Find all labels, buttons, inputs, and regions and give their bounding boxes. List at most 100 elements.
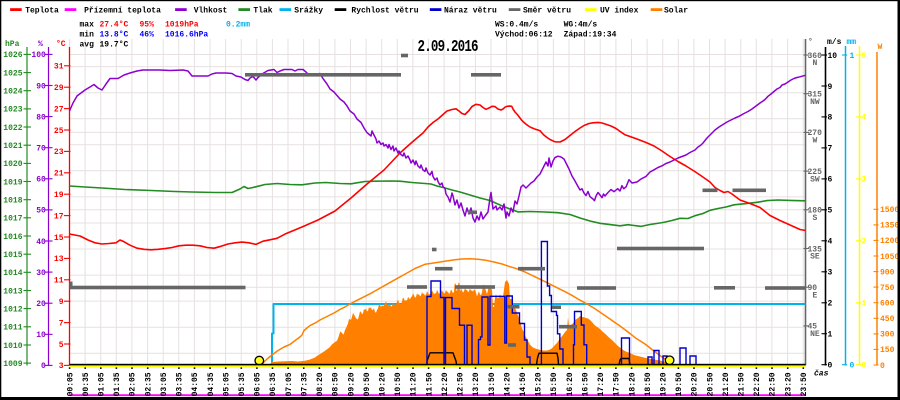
svg-text:1010: 1010 (3, 342, 22, 351)
svg-text:0: 0 (850, 362, 855, 371)
svg-text:max: max (80, 21, 95, 30)
svg-text:0: 0 (828, 362, 833, 371)
svg-text:29: 29 (54, 84, 64, 93)
svg-text:06:35: 06:35 (269, 372, 278, 396)
svg-text:19:20: 19:20 (660, 372, 669, 396)
svg-text:90: 90 (36, 82, 46, 91)
svg-text:3: 3 (862, 176, 867, 185)
svg-text:5: 5 (59, 341, 64, 350)
svg-text:19:50: 19:50 (675, 372, 684, 396)
svg-text:27: 27 (54, 105, 64, 114)
svg-text:N: N (813, 59, 818, 68)
svg-text:16:20: 16:20 (566, 372, 575, 396)
svg-text:19.7°C: 19.7°C (100, 41, 129, 50)
svg-text:1017: 1017 (3, 215, 22, 224)
svg-text:9: 9 (828, 83, 833, 92)
svg-text:900: 900 (880, 268, 895, 277)
svg-text:60: 60 (36, 176, 46, 185)
svg-text:06:05: 06:05 (254, 372, 263, 396)
svg-text:07:05: 07:05 (285, 372, 294, 396)
svg-text:hPa: hPa (5, 40, 20, 49)
svg-text:3: 3 (828, 269, 833, 278)
svg-text:Tlak: Tlak (253, 7, 272, 16)
svg-text:WS:0.4m/s: WS:0.4m/s (495, 21, 538, 30)
svg-text:03:05: 03:05 (160, 372, 169, 396)
svg-text:04:35: 04:35 (207, 372, 216, 396)
svg-text:1016.6hPa: 1016.6hPa (165, 31, 208, 40)
svg-text:1020: 1020 (3, 160, 22, 169)
svg-text:S: S (813, 214, 818, 223)
svg-text:avg: avg (80, 41, 95, 50)
svg-text:5: 5 (828, 207, 833, 216)
svg-text:12:50: 12:50 (457, 372, 466, 396)
svg-text:31: 31 (54, 63, 64, 72)
svg-text:1013: 1013 (3, 287, 22, 296)
svg-text:20: 20 (36, 300, 46, 309)
svg-text:UV index: UV index (600, 7, 639, 16)
svg-text:0: 0 (41, 362, 46, 371)
svg-text:05:05: 05:05 (222, 372, 231, 396)
svg-text:25: 25 (54, 127, 64, 136)
svg-text:1019hPa: 1019hPa (165, 21, 199, 30)
svg-text:16:50: 16:50 (581, 372, 590, 396)
svg-text:17:20: 17:20 (597, 372, 606, 396)
svg-text:10: 10 (36, 331, 46, 340)
svg-text:600: 600 (880, 300, 895, 309)
svg-text:19: 19 (54, 191, 64, 200)
svg-text:300: 300 (880, 331, 895, 340)
svg-text:12:20: 12:20 (441, 372, 450, 396)
svg-text:03:35: 03:35 (176, 372, 185, 396)
svg-text:13:20: 13:20 (472, 372, 481, 396)
svg-text:1009: 1009 (3, 360, 22, 369)
svg-text:1021: 1021 (3, 142, 22, 151)
svg-text:15: 15 (54, 234, 64, 243)
svg-text:1: 1 (828, 331, 833, 340)
svg-text:5: 5 (862, 52, 867, 61)
svg-text:1024: 1024 (3, 88, 22, 97)
svg-text:0: 0 (862, 362, 867, 371)
svg-text:1019: 1019 (3, 178, 22, 187)
svg-text:13:50: 13:50 (488, 372, 497, 396)
svg-text:22:20: 22:20 (753, 372, 762, 396)
svg-text:1500: 1500 (880, 206, 899, 215)
svg-text:00:05: 00:05 (66, 372, 75, 396)
svg-text:m/s: m/s (827, 38, 842, 47)
svg-text:04:05: 04:05 (191, 372, 200, 396)
svg-text:1018: 1018 (3, 197, 22, 206)
svg-text:10:20: 10:20 (379, 372, 388, 396)
svg-text:13.8°C: 13.8°C (100, 31, 129, 40)
svg-text:min: min (80, 31, 95, 40)
svg-text:20:20: 20:20 (691, 372, 700, 396)
svg-text:0.2mm: 0.2mm (226, 21, 250, 30)
svg-text:15:50: 15:50 (550, 372, 559, 396)
svg-text:00:35: 00:35 (82, 372, 91, 396)
svg-text:100: 100 (31, 51, 46, 60)
svg-text:21:20: 21:20 (722, 372, 731, 396)
svg-text:Vlhkost: Vlhkost (194, 7, 228, 16)
svg-text:Západ:19:34: Západ:19:34 (564, 31, 617, 40)
svg-text:315: 315 (808, 91, 823, 100)
svg-text:15:20: 15:20 (535, 372, 544, 396)
svg-text:30: 30 (36, 269, 46, 278)
svg-text:SW: SW (810, 175, 820, 184)
svg-text:50: 50 (36, 207, 46, 216)
svg-text:1026: 1026 (3, 51, 22, 60)
svg-text:9: 9 (59, 298, 64, 307)
svg-text:1350: 1350 (880, 222, 899, 231)
svg-text:225: 225 (808, 168, 823, 177)
svg-text:Přízemní teplota: Přízemní teplota (84, 7, 161, 16)
svg-text:2: 2 (828, 300, 833, 309)
svg-text:10: 10 (828, 52, 838, 61)
svg-text:23: 23 (54, 148, 64, 157)
svg-text:17: 17 (54, 212, 64, 221)
svg-text:13: 13 (54, 255, 64, 264)
svg-text:WG:4m/s: WG:4m/s (564, 21, 598, 30)
svg-text:270: 270 (808, 129, 823, 138)
svg-text:11:20: 11:20 (410, 372, 419, 396)
svg-text:11: 11 (54, 277, 64, 286)
svg-text:18:20: 18:20 (628, 372, 637, 396)
svg-text:1012: 1012 (3, 305, 22, 314)
svg-text:3: 3 (59, 362, 64, 371)
svg-text:W: W (878, 43, 883, 52)
svg-text:Směr větru: Směr větru (523, 7, 571, 16)
